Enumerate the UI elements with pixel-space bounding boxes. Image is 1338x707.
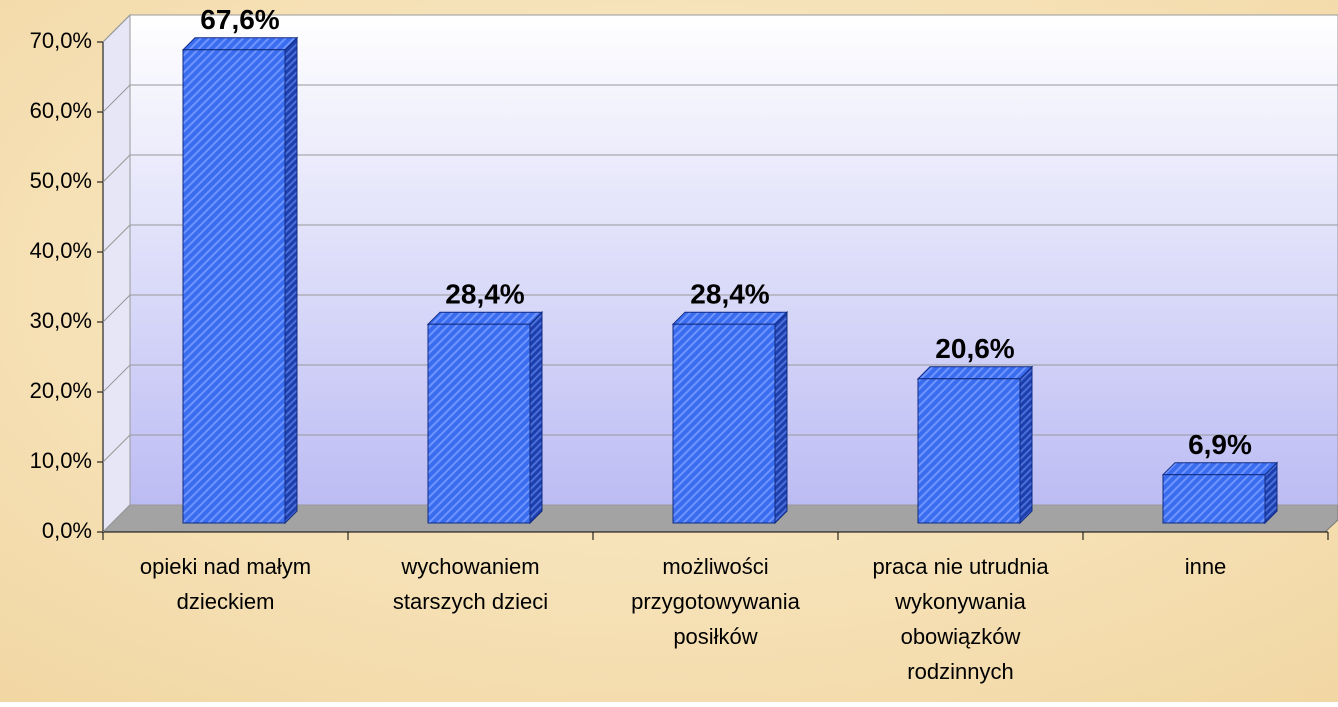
y-tick-label: 60,0% <box>30 98 92 123</box>
y-tick-label: 20,0% <box>30 378 92 403</box>
grid-line <box>102 154 131 183</box>
x-tick-label: rodzinnych <box>907 659 1013 684</box>
x-tick-label: praca nie utrudnia <box>872 554 1049 579</box>
bar <box>182 49 286 524</box>
y-tick-label: 0,0% <box>42 518 92 543</box>
value-label: 28,4% <box>690 279 769 310</box>
x-tick-label: możliwości <box>662 554 768 579</box>
bar <box>427 323 531 524</box>
value-label: 20,6% <box>935 333 1014 364</box>
x-tick-label: wykonywania <box>894 589 1027 614</box>
bar <box>917 378 1021 524</box>
side-wall <box>102 13 131 534</box>
x-tick-label: inne <box>1185 554 1227 579</box>
grid-line <box>102 224 131 253</box>
x-tick-label: posiłków <box>673 624 757 649</box>
value-label: 28,4% <box>445 279 524 310</box>
grid-line <box>102 364 131 393</box>
x-tick-label: dzieckiem <box>177 589 275 614</box>
y-tick-label: 10,0% <box>30 448 92 473</box>
bar-side <box>284 36 298 525</box>
x-tick-label: obowiązków <box>901 624 1021 649</box>
bar <box>672 323 776 524</box>
grid-line <box>102 504 131 533</box>
value-label: 67,6% <box>200 4 279 35</box>
y-tick-label: 50,0% <box>30 168 92 193</box>
grid-line <box>102 294 131 323</box>
bar-top <box>916 366 1034 380</box>
bar-top <box>671 311 789 325</box>
bar-side <box>529 310 543 525</box>
bar-top <box>1161 462 1279 476</box>
x-tick-label: opieki nad małym <box>140 554 311 579</box>
y-tick-label: 70,0% <box>30 28 92 53</box>
grid-line <box>102 14 131 43</box>
bar <box>1162 474 1266 524</box>
y-tick-label: 40,0% <box>30 238 92 263</box>
bar-side <box>1019 365 1033 525</box>
x-tick-label: przygotowywania <box>631 589 801 614</box>
grid-line <box>102 434 131 463</box>
y-tick-label: 30,0% <box>30 308 92 333</box>
x-tick-label: wychowaniem <box>400 554 539 579</box>
value-label: 6,9% <box>1188 429 1252 460</box>
x-tick-label: starszych dzieci <box>393 589 548 614</box>
grid-line <box>102 84 131 113</box>
bar-top <box>426 311 544 325</box>
bar-side <box>774 310 788 525</box>
bar-top <box>181 37 299 51</box>
